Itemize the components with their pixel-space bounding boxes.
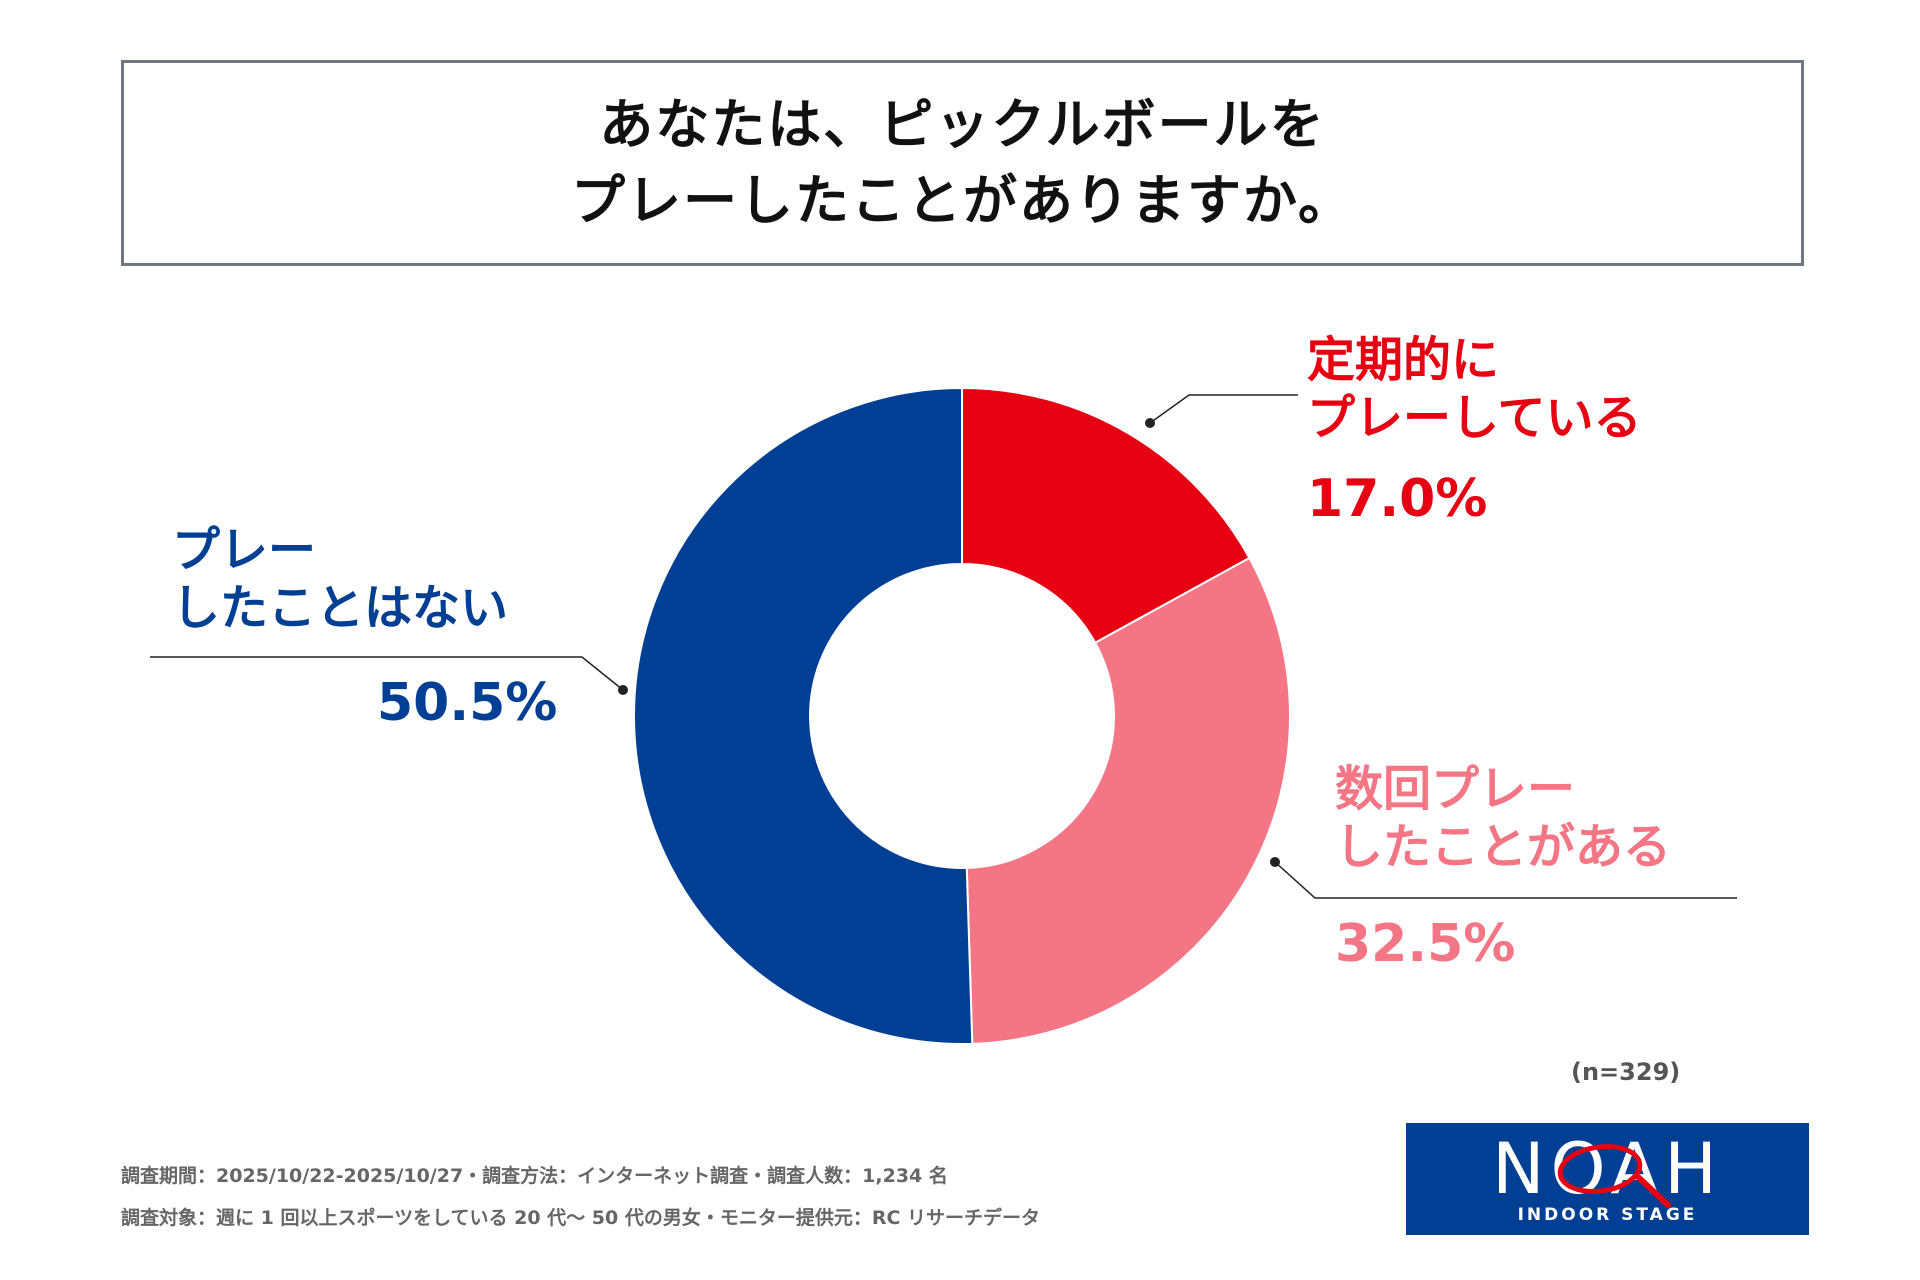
- label-never-played-line-1: プレー: [172, 522, 317, 578]
- donut-slices: [633, 386, 1292, 1045]
- label-regular-play-line-2: プレーしている: [1307, 390, 1642, 446]
- label-regular-play-line-1: 定期的に: [1307, 332, 1500, 388]
- leader-regular-play: [1149, 394, 1298, 424]
- noah-logo: NOAH INDOOR STAGE: [1406, 1123, 1809, 1235]
- title-line-2: プレーしたことがありますか。: [571, 169, 1354, 232]
- logo-wordmark: NOAH: [1492, 1128, 1723, 1210]
- label-played-few-times-line-2: したことがある: [1335, 819, 1672, 875]
- sample-size: (n=329): [1571, 1058, 1681, 1086]
- value-regular-play: 17.0%: [1307, 469, 1488, 529]
- leader-played-few-times-dot: [1270, 857, 1280, 867]
- survey-footnote-1: 調査期間：2025/10/22-2025/10/27・調査方法：インターネット調…: [121, 1165, 948, 1187]
- racket-icon: [1557, 1144, 1671, 1208]
- slice-played-few-times: [965, 556, 1292, 1045]
- leader-played-few-times: [1274, 861, 1737, 899]
- value-played-few-times: 32.5%: [1335, 914, 1516, 974]
- logo-subtitle: INDOOR STAGE: [1517, 1205, 1698, 1225]
- title-line-1: あなたは、ピックルボールを: [599, 93, 1326, 156]
- slice-never-played: [633, 386, 974, 1045]
- leader-never-played: [150, 656, 624, 691]
- leader-regular-play-dot: [1145, 418, 1155, 428]
- slice-regular-play: [961, 386, 1251, 645]
- value-never-played: 50.5%: [377, 673, 558, 733]
- label-never-played: プレー したことはない 50.5%: [172, 521, 557, 733]
- label-played-few-times: 数回プレー したことがある 32.5%: [1335, 760, 1671, 974]
- survey-footnote-2: 調査対象：週に 1 回以上スポーツをしている 20 代〜 50 代の男女・モニタ…: [121, 1207, 1041, 1229]
- title-box: あなたは、ピックルボールを プレーしたことがありますか。: [121, 60, 1804, 266]
- leader-never-played-dot: [618, 685, 628, 695]
- label-played-few-times-line-1: 数回プレー: [1335, 761, 1576, 817]
- leader-lines: [150, 394, 1737, 899]
- label-never-played-line-2: したことはない: [172, 580, 509, 636]
- label-regular-play: 定期的に プレーしている 17.0%: [1307, 331, 1642, 529]
